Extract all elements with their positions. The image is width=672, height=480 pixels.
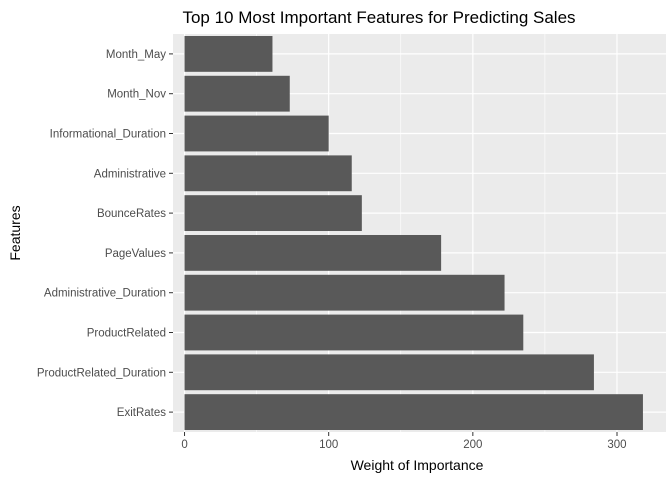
bars bbox=[184, 35, 643, 431]
y-tick-label: ExitRates bbox=[117, 407, 166, 419]
bar-bouncerates bbox=[184, 195, 362, 232]
bar-administrative bbox=[184, 155, 352, 192]
y-tick-label: ProductRelated bbox=[87, 328, 166, 340]
x-axis: 0 100 200 300 bbox=[181, 432, 627, 451]
bar-productrelated bbox=[184, 314, 524, 351]
bar-pagevalues bbox=[184, 234, 442, 271]
x-tick-label: 200 bbox=[463, 439, 482, 451]
bar-productrelated-duration bbox=[184, 354, 594, 391]
y-tick-label: Month_Nov bbox=[107, 89, 166, 101]
y-tick-label: ProductRelated_Duration bbox=[37, 367, 166, 379]
bar-administrative-duration bbox=[184, 274, 505, 311]
x-axis-title: Weight of Importance bbox=[351, 457, 484, 473]
bar-month-may bbox=[184, 35, 273, 72]
y-tick-label: Informational_Duration bbox=[50, 129, 166, 141]
chart-title: Top 10 Most Important Features for Predi… bbox=[182, 8, 575, 27]
bar-informational-duration bbox=[184, 115, 329, 152]
y-axis-title: Features bbox=[7, 205, 23, 260]
y-axis: ExitRates ProductRelated_Duration ProductR… bbox=[37, 49, 173, 419]
x-tick-label: 100 bbox=[319, 439, 338, 451]
y-tick-label: Month_May bbox=[106, 49, 166, 61]
y-tick-label: BounceRates bbox=[97, 208, 166, 220]
x-tick-label: 0 bbox=[181, 439, 187, 451]
y-tick-label: Administrative bbox=[94, 168, 166, 180]
x-tick-label: 300 bbox=[607, 439, 626, 451]
y-tick-label: PageValues bbox=[105, 248, 166, 260]
bar-exitrates bbox=[184, 394, 643, 431]
y-tick-label: Administrative_Duration bbox=[44, 288, 166, 300]
bar-month-nov bbox=[184, 75, 290, 112]
